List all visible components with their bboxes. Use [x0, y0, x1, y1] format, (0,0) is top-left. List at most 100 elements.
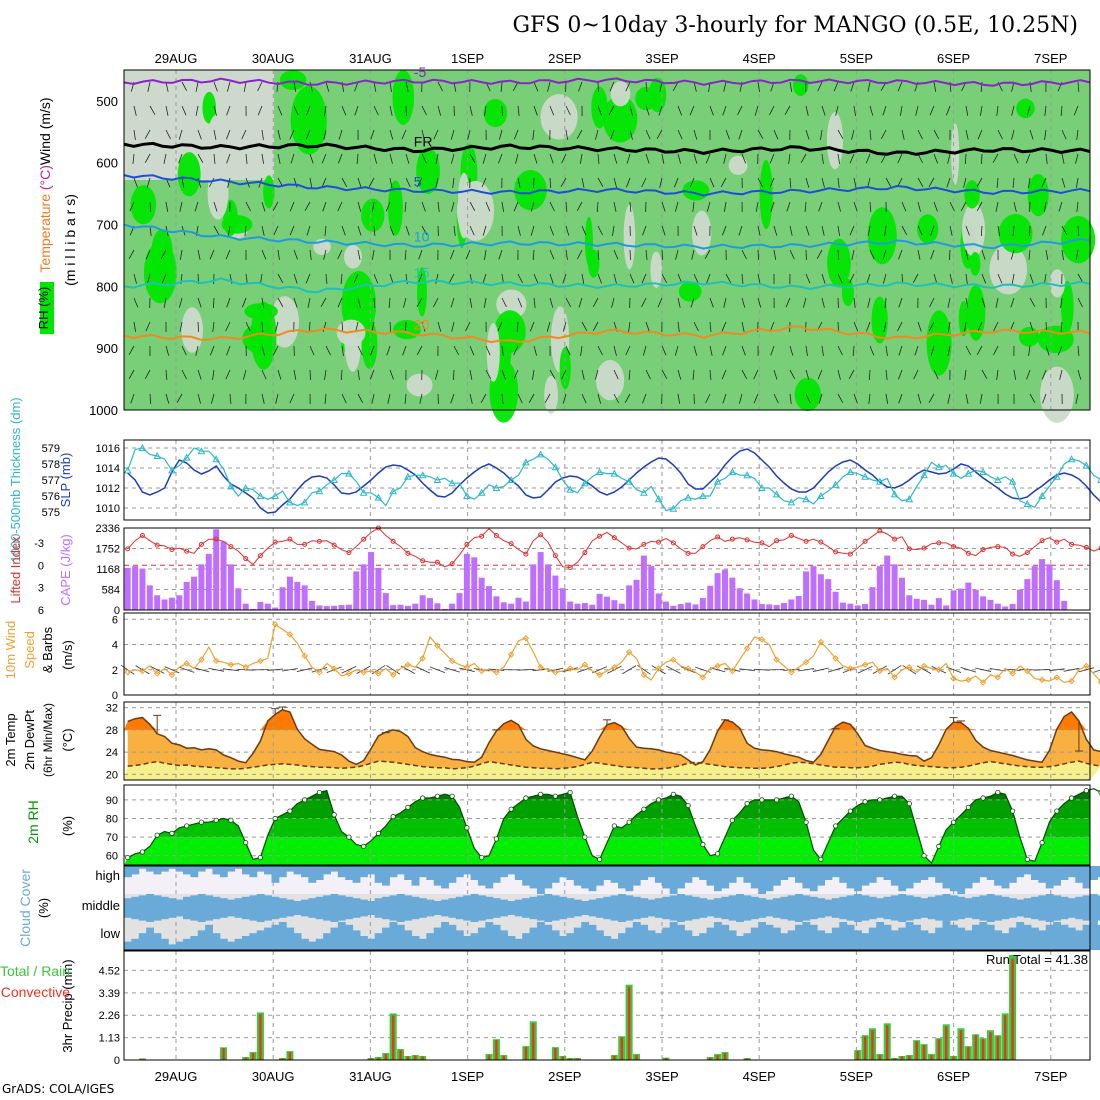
cloud-cell	[485, 866, 494, 889]
upper-wind-barb	[561, 369, 567, 380]
upper-wind-barb	[357, 369, 360, 380]
upper-wind-barb	[821, 177, 825, 188]
cloud-cell	[581, 901, 590, 915]
precip-convective-bar	[620, 1037, 623, 1060]
upper-wind-barb	[613, 393, 619, 404]
cloud-cell	[1001, 866, 1010, 889]
cloud-cell	[662, 866, 671, 889]
upper-wind-barb	[645, 249, 648, 260]
upper-wind-barb	[674, 345, 679, 356]
cloud-cell	[1097, 924, 1100, 950]
wind-speed-point	[301, 652, 308, 660]
upper-wind-barb	[629, 249, 631, 261]
cape-bar	[183, 581, 190, 610]
pressure-tick-label: 500	[96, 94, 118, 109]
cloud-cell	[691, 896, 700, 920]
cloud-cell	[780, 933, 789, 950]
lifted-index-point	[951, 544, 957, 550]
upper-wind-barb	[562, 321, 567, 332]
cloud-cell	[669, 866, 678, 894]
cloud-cell	[979, 922, 988, 950]
thickness-tick-label: 575	[42, 507, 60, 519]
rh-patch	[344, 245, 362, 269]
upper-wind-barb	[917, 201, 921, 212]
thickness-point	[182, 453, 191, 461]
upper-wind-barb	[469, 297, 473, 308]
precip-frame	[123, 950, 1091, 1061]
rh-point	[1039, 840, 1045, 846]
upper-wind-barb	[965, 105, 969, 116]
cape-bar	[898, 577, 905, 610]
cloud-cell	[197, 866, 206, 872]
wind-speed-point	[463, 664, 471, 671]
upper-wind-barb	[481, 177, 487, 188]
rh-point	[611, 823, 617, 829]
cloud-cell	[986, 866, 995, 880]
cloud-cell	[345, 924, 354, 950]
cloud-cell	[890, 866, 899, 886]
cape-bar	[692, 604, 699, 610]
cloud-cell	[1008, 898, 1017, 918]
upper-wind-barb	[512, 81, 519, 91]
upper-wind-barb	[659, 177, 663, 188]
upper-wind-barb	[965, 273, 968, 284]
upper-wind-barb	[416, 345, 423, 355]
upper-wind-barb	[450, 153, 455, 164]
cloud-cell	[352, 930, 361, 950]
cape-bar	[375, 567, 382, 610]
cloud-cell	[441, 866, 449, 889]
cloud-cell	[470, 933, 479, 950]
cape-bar	[884, 555, 891, 610]
thickness-point	[492, 483, 501, 491]
upper-wind-barb	[128, 345, 135, 355]
upper-wind-barb	[389, 81, 392, 92]
upper-wind-barb	[869, 201, 872, 213]
upper-wind-barb	[868, 393, 871, 404]
rh-point	[788, 793, 794, 799]
upper-wind-barb	[581, 273, 585, 284]
rh-point	[1054, 808, 1060, 814]
upper-wind-barb	[133, 129, 136, 140]
upper-wind-barb	[578, 297, 583, 308]
lifted-index-point	[169, 547, 175, 553]
rh-tick-label: 90	[106, 795, 118, 807]
upper-wind-barb	[741, 369, 748, 380]
thickness-tick-label: 579	[42, 443, 60, 455]
wind-speed-point	[684, 665, 692, 672]
cape-bar	[257, 601, 264, 610]
rh-point	[1009, 808, 1016, 814]
upper-wind-barb	[1011, 273, 1015, 284]
upper-wind-barb	[933, 201, 938, 212]
cape-bar	[279, 587, 286, 610]
cape-tick-label: 1752	[96, 544, 120, 556]
cloud-cell	[271, 924, 280, 950]
cape-bar	[176, 595, 183, 610]
rh-point	[1068, 795, 1075, 801]
wind-speed-point	[1009, 670, 1016, 677]
cloud-cell	[153, 933, 162, 950]
cloud-cell	[1082, 866, 1091, 889]
upper-wind-barb	[581, 177, 585, 188]
upper-wind-barb	[547, 81, 551, 92]
upper-wind-barb	[482, 273, 487, 284]
thickness-tick-label: 576	[42, 491, 60, 503]
thickness-point	[595, 467, 604, 475]
upper-wind-barb	[595, 129, 599, 140]
upper-wind-barb	[227, 225, 231, 236]
wind-speed-point	[832, 655, 839, 662]
wind-speed-point	[360, 669, 367, 676]
cloud-cell	[640, 898, 649, 918]
lifted-index-point	[538, 532, 544, 538]
upper-wind-barb	[373, 225, 376, 236]
upper-wind-barb	[869, 345, 875, 356]
cloud-cell	[323, 895, 331, 921]
rh-point	[479, 854, 485, 861]
cape-bar	[766, 604, 773, 610]
cloud-cell	[529, 927, 538, 950]
rh-point	[272, 815, 278, 822]
upper-wind-barb	[562, 393, 567, 404]
cape-bar	[869, 587, 876, 610]
upper-wind-barb	[337, 297, 343, 308]
cloud-cell	[551, 866, 560, 883]
cloud-cell	[603, 866, 612, 880]
